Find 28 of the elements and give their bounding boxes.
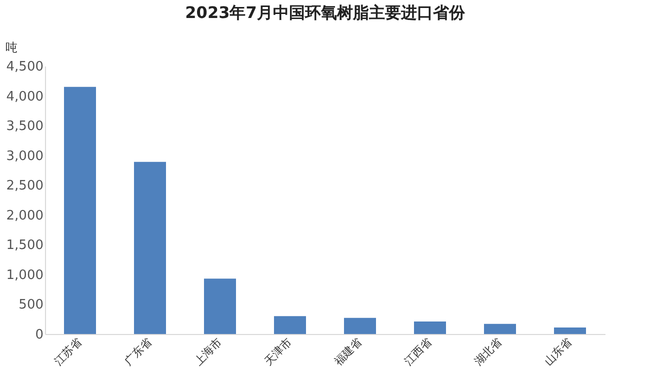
y-tick-label: 500 <box>18 298 44 313</box>
x-tick-label: 湖北省 <box>472 336 504 368</box>
y-tick-label: 3,000 <box>6 148 44 164</box>
y-tick-label: 2,000 <box>6 208 44 224</box>
bar <box>274 316 306 334</box>
y-axis-title: 吨 <box>6 40 18 54</box>
x-tick-label: 上海市 <box>192 336 224 368</box>
y-tick-label: 1,000 <box>6 268 44 283</box>
y-tick-label: 0 <box>35 328 44 342</box>
x-tick-label: 福建省 <box>332 336 364 368</box>
x-tick-label: 江西省 <box>402 336 434 368</box>
y-tick-label: 4,000 <box>6 89 44 104</box>
bar <box>344 318 376 334</box>
x-tick-label: 广东省 <box>122 336 154 368</box>
bar <box>414 321 446 334</box>
y-tick-label: 3,500 <box>6 119 44 134</box>
y-tick-label: 4,500 <box>6 60 44 74</box>
y-tick-label: 2,500 <box>6 178 44 194</box>
bar <box>64 86 96 334</box>
bar <box>134 162 166 334</box>
chart-title: 2023年7月中国环氧树脂主要进口省份 <box>185 3 466 22</box>
bar <box>484 324 516 334</box>
x-tick-label: 天津市 <box>262 336 294 368</box>
x-tick-label: 江苏省 <box>52 336 84 368</box>
x-tick-label: 山东省 <box>542 336 574 368</box>
bar <box>554 327 586 334</box>
bar <box>204 278 236 334</box>
y-tick-label: 1,500 <box>6 238 44 254</box>
